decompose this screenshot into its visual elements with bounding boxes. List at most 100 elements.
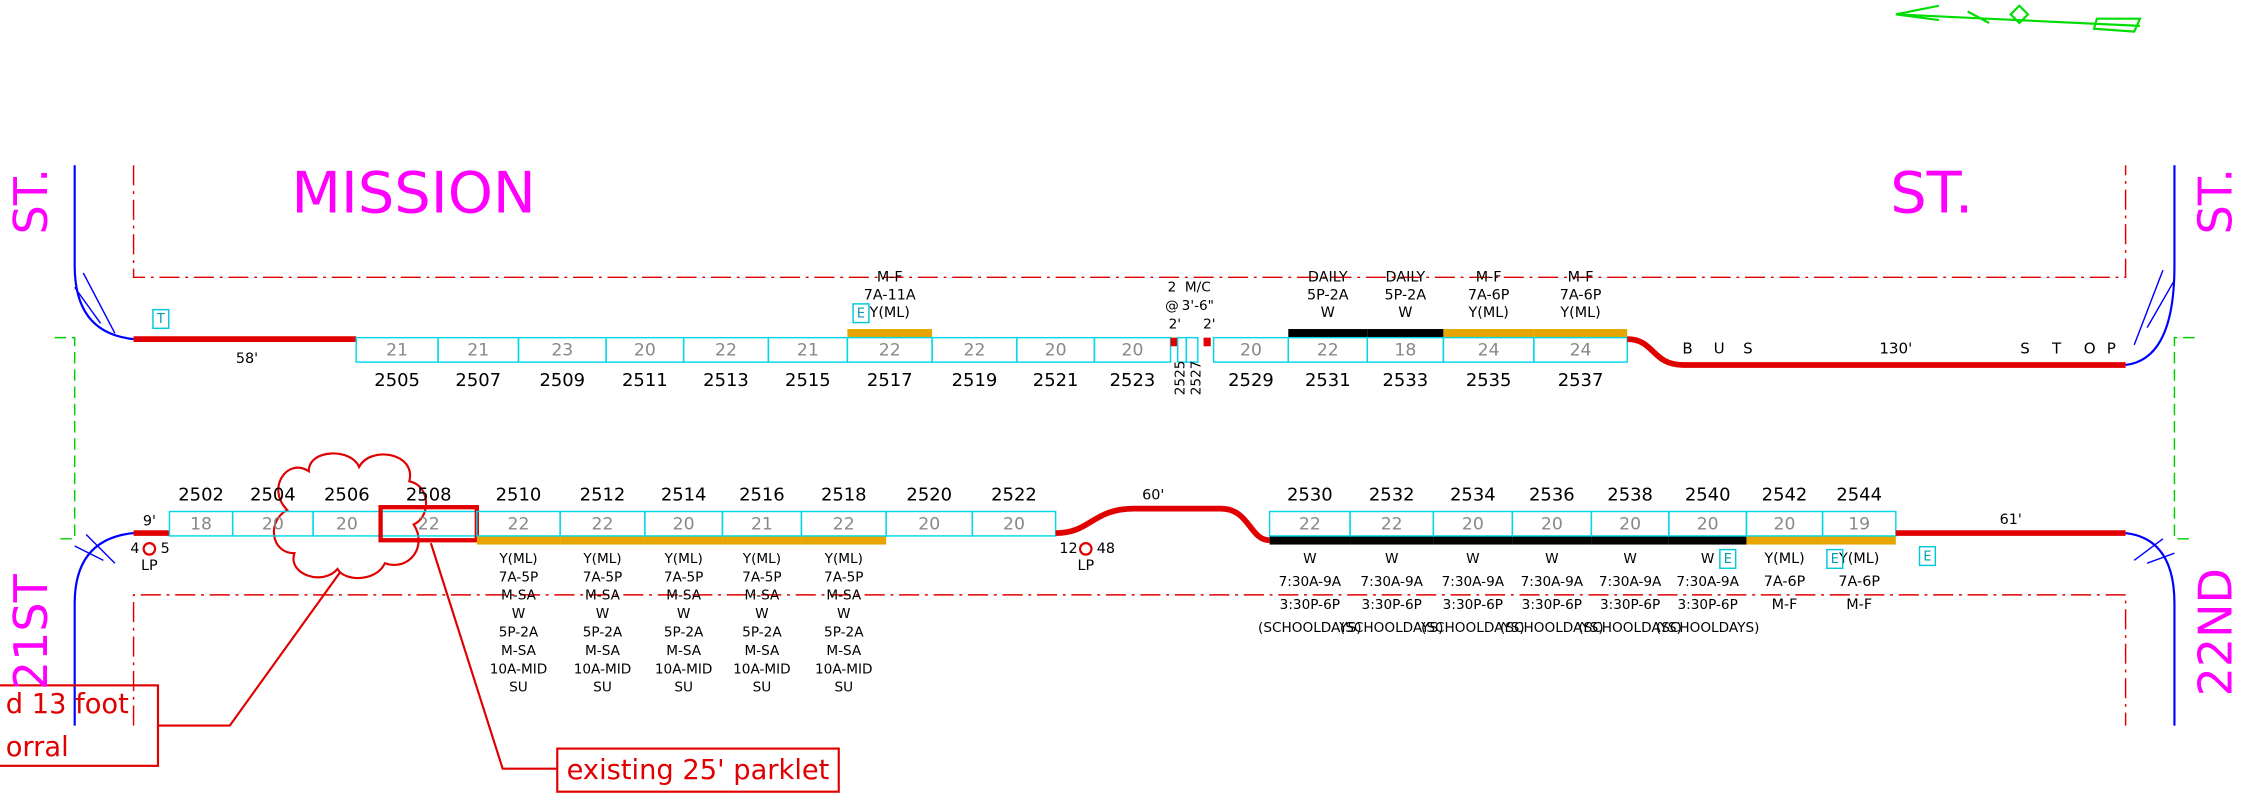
regulation: SU	[834, 680, 853, 696]
regulation: Y(ML)	[498, 551, 537, 567]
regulation: 7A-6P	[1560, 287, 1602, 303]
regulation: M-SA	[744, 643, 780, 659]
space-length: 20	[1240, 341, 1262, 361]
curb-zone	[1443, 329, 1533, 338]
address: 2514	[661, 485, 707, 506]
curb-zone	[801, 536, 886, 545]
space-length: 24	[1478, 341, 1500, 361]
address: 2511	[622, 370, 668, 391]
address: 2508	[406, 485, 452, 506]
address: 2544	[1836, 485, 1882, 506]
space-length: 20	[918, 514, 940, 534]
street-name: 22ND	[2188, 568, 2242, 696]
page: {"streets": {"main_left": "MISSION", "ma…	[0, 0, 2252, 796]
curb-line	[75, 165, 2175, 725]
regulation: Y(ML)	[582, 551, 621, 567]
address: 2527	[1188, 361, 1204, 396]
address: 2535	[1466, 370, 1512, 391]
space-length: 22	[592, 514, 614, 534]
motorcycle-label: 3'-6"	[1182, 298, 1214, 314]
regulation: 10A-MID	[655, 661, 713, 677]
motorcycle-label: @	[1165, 298, 1179, 314]
regulation: W	[1701, 551, 1715, 567]
regulation: W	[755, 606, 769, 622]
curb-zone	[1534, 329, 1627, 338]
regulation: M-SA	[666, 588, 702, 604]
curb-zone	[560, 536, 645, 545]
street-lines	[0, 6, 2195, 792]
motorcycle-label: 2'	[1203, 317, 1215, 333]
light-pole	[144, 543, 155, 554]
property-line	[134, 165, 2126, 725]
regulation: 10A-MID	[815, 661, 873, 677]
regulation: 7:30A-9A	[1360, 574, 1423, 590]
pole-label: LP	[141, 558, 158, 574]
regulation: 5P-2A	[824, 624, 864, 640]
regulation: Y(ML)	[663, 551, 702, 567]
regulation: Y(ML)	[1467, 305, 1508, 321]
regulation: W	[596, 606, 610, 622]
address: 2513	[703, 370, 749, 391]
sign-label: E	[1923, 549, 1931, 564]
curb-length: 9'	[143, 514, 156, 530]
regulation: M-SA	[826, 643, 862, 659]
regulation: 7:30A-9A	[1599, 574, 1662, 590]
address: 2534	[1450, 485, 1496, 506]
regulation: M-F	[1772, 597, 1798, 613]
space-length: 22	[1299, 514, 1321, 534]
regulation: 10A-MID	[490, 661, 548, 677]
regulation: 7A-5P	[583, 569, 622, 585]
address: 2536	[1529, 485, 1575, 506]
regulation: M-F	[877, 269, 903, 285]
address: 2519	[952, 370, 998, 391]
regulation: M-SA	[826, 588, 862, 604]
street-name: MISSION	[291, 159, 536, 226]
space-length: 23	[551, 341, 573, 361]
address: 2505	[374, 370, 420, 391]
regulation: 3:30P-6P	[1678, 597, 1738, 613]
bus-stop-curb	[1627, 339, 2125, 365]
space-length: 21	[797, 341, 819, 361]
regulation: 7A-6P	[1764, 574, 1806, 590]
regulation: M-SA	[501, 588, 537, 604]
regulation: W	[1321, 305, 1335, 321]
space-length: 22	[833, 514, 855, 534]
bus-stop-label: U	[1714, 340, 1725, 358]
regulation: M-SA	[585, 643, 621, 659]
regulation: SU	[593, 680, 612, 696]
callout-text: d 13 foot	[6, 689, 129, 720]
address: 2504	[250, 485, 296, 506]
curb-zone	[1746, 536, 1822, 545]
bus-stop-label: T	[2051, 340, 2062, 358]
bus-stop-label: P	[2107, 340, 2116, 358]
pole-label: 48	[1097, 541, 1115, 557]
bus-stop-label: O	[2084, 340, 2096, 358]
address: 2537	[1558, 370, 1604, 391]
curb-zone	[1350, 536, 1433, 545]
address: 2540	[1685, 485, 1731, 506]
space-length: 20	[634, 341, 656, 361]
regulation: W	[1385, 551, 1399, 567]
address: 2512	[580, 485, 626, 506]
regulation: 7A-6P	[1468, 287, 1510, 303]
curb-zone	[645, 536, 723, 545]
bus-stop-label: S	[2020, 340, 2030, 358]
space-length: 20	[1462, 514, 1484, 534]
regulation: W	[1398, 305, 1412, 321]
space-length: 21	[751, 514, 773, 534]
address: 2533	[1383, 370, 1429, 391]
regulation: 7:30A-9A	[1521, 574, 1584, 590]
light-pole	[1080, 543, 1091, 554]
space-length: 22	[715, 341, 737, 361]
space-length: 20	[1122, 341, 1144, 361]
regulation: W	[1623, 551, 1637, 567]
regulation: W	[512, 606, 526, 622]
space-length: 20	[336, 514, 358, 534]
curb-zone	[1367, 329, 1443, 338]
address: 2509	[539, 370, 585, 391]
regulation: 7A-6P	[1838, 574, 1880, 590]
regulation: 5P-2A	[664, 624, 704, 640]
regulation: (SCHOOLDAYS)	[1656, 620, 1760, 636]
regulation: 7A-5P	[824, 569, 863, 585]
curb-zone	[1288, 329, 1367, 338]
